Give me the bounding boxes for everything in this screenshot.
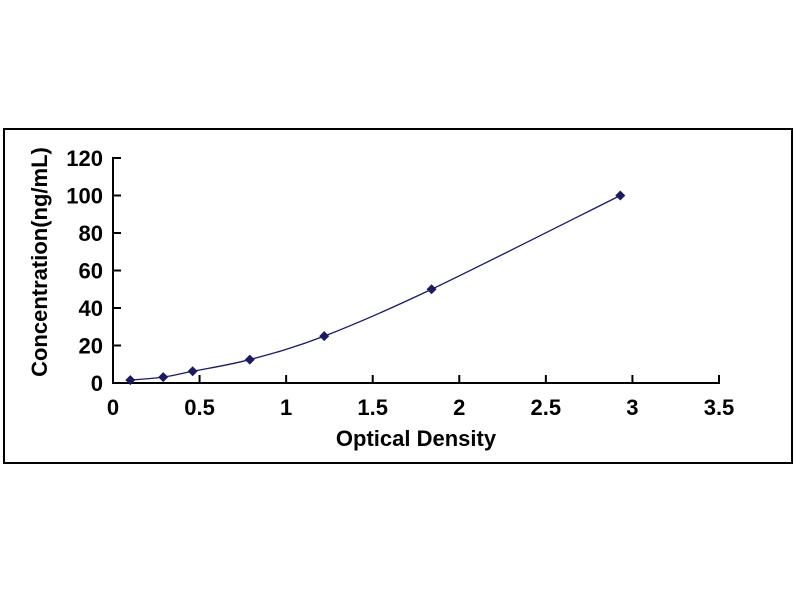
data-point-marker xyxy=(319,331,330,342)
data-point-marker xyxy=(426,284,437,295)
data-point-marker xyxy=(158,372,169,383)
y-tick-label: 120 xyxy=(66,146,103,171)
y-tick-label: 40 xyxy=(79,296,103,321)
x-tick-label: 0 xyxy=(107,395,119,420)
x-tick-label: 2 xyxy=(453,395,465,420)
y-tick-label: 80 xyxy=(79,221,103,246)
x-tick-label: 1.5 xyxy=(357,395,388,420)
y-tick-label: 60 xyxy=(79,259,103,284)
data-point-marker xyxy=(125,375,136,386)
x-tick-label: 3 xyxy=(626,395,638,420)
y-axis-title: Concentration(ng/mL) xyxy=(27,147,52,377)
y-tick-label: 100 xyxy=(66,184,103,209)
series-line xyxy=(130,194,621,381)
data-point-marker xyxy=(615,190,626,201)
x-axis-title: Optical Density xyxy=(335,426,497,451)
x-tick-label: 2.5 xyxy=(531,395,562,420)
x-tick-label: 3.5 xyxy=(704,395,735,420)
y-tick-label: 20 xyxy=(79,334,103,359)
x-tick-label: 1 xyxy=(280,395,292,420)
chart-frame xyxy=(3,128,793,464)
data-point-marker xyxy=(187,366,198,377)
x-tick-label: 0.5 xyxy=(184,395,215,420)
y-tick-label: 0 xyxy=(91,371,103,396)
data-point-marker xyxy=(244,354,255,365)
